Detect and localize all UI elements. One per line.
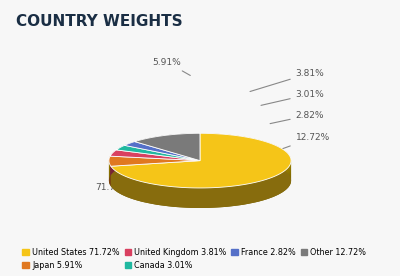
Ellipse shape [109,145,291,200]
Ellipse shape [109,140,291,195]
Ellipse shape [109,144,291,199]
Ellipse shape [109,147,291,202]
Text: 2.82%: 2.82% [270,111,324,124]
Polygon shape [116,145,200,161]
Ellipse shape [109,151,291,206]
Ellipse shape [109,139,291,194]
Polygon shape [124,142,200,161]
Polygon shape [135,133,200,161]
Ellipse shape [109,146,291,201]
Ellipse shape [109,138,291,193]
Polygon shape [124,142,135,165]
Text: COUNTRY WEIGHTS: COUNTRY WEIGHTS [16,14,183,29]
Ellipse shape [109,141,291,196]
Ellipse shape [109,149,291,204]
Ellipse shape [109,150,291,205]
Polygon shape [110,150,200,161]
Polygon shape [116,145,124,170]
Polygon shape [110,150,116,176]
Polygon shape [111,133,291,188]
Ellipse shape [109,135,291,190]
Legend: United States 71.72%, Japan 5.91%, United Kingdom 3.81%, Canada 3.01%, France 2.: United States 71.72%, Japan 5.91%, Unite… [20,245,369,272]
Text: 3.01%: 3.01% [261,90,324,105]
Ellipse shape [109,142,291,197]
Text: 71.72%: 71.72% [95,184,138,192]
Polygon shape [109,156,111,186]
Text: 12.72%: 12.72% [277,133,330,151]
Text: 3.81%: 3.81% [250,69,324,92]
Polygon shape [135,133,200,162]
Polygon shape [109,156,200,166]
Ellipse shape [109,134,291,189]
Polygon shape [111,133,291,208]
Ellipse shape [109,153,291,208]
Ellipse shape [109,136,291,191]
Text: 5.91%: 5.91% [153,58,190,75]
Ellipse shape [109,143,291,198]
Ellipse shape [109,137,291,192]
Ellipse shape [109,148,291,203]
Ellipse shape [109,152,291,207]
